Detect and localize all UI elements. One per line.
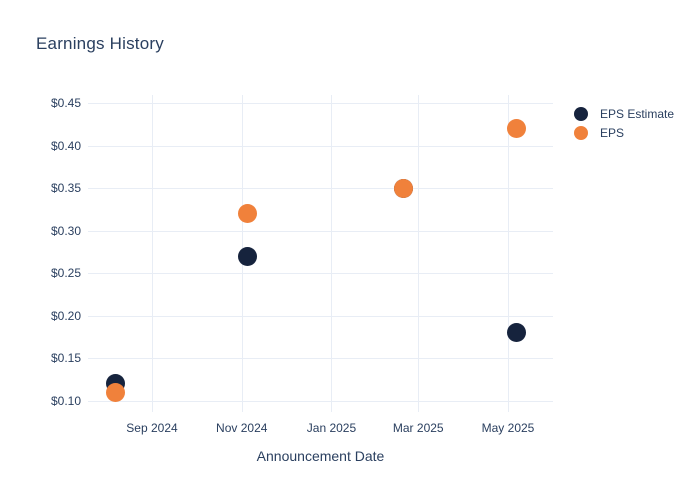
y-tick-label: $0.20 <box>50 308 81 323</box>
y-tick-label: $0.45 <box>50 96 81 110</box>
h-gridline <box>88 358 553 360</box>
h-gridline <box>88 315 553 317</box>
h-gridline <box>88 188 553 190</box>
y-tick-label: $0.40 <box>50 138 81 153</box>
v-gridline <box>152 95 153 412</box>
x-tick-label: Jan 2025 <box>306 421 357 435</box>
y-tick-label: $0.15 <box>50 351 81 366</box>
data-point-eps[interactable] <box>394 178 414 198</box>
h-gridline <box>88 103 553 104</box>
plot-area <box>88 95 553 412</box>
legend: EPS Estimate EPS <box>574 104 674 142</box>
x-axis-title: Announcement Date <box>256 448 385 464</box>
x-tick-label: Nov 2024 <box>216 421 268 435</box>
x-tick-label: Sep 2024 <box>126 421 178 435</box>
data-point-eps[interactable] <box>238 204 258 224</box>
y-tick-label: $0.10 <box>50 394 81 408</box>
chart-title: Earnings History <box>36 34 164 53</box>
data-point-eps[interactable] <box>507 119 527 139</box>
y-tick-label: $0.25 <box>50 266 81 281</box>
data-point-eps-estimate[interactable] <box>238 246 258 266</box>
h-gridline <box>88 230 553 232</box>
data-point-eps[interactable] <box>105 382 125 402</box>
y-tick-label: $0.35 <box>50 181 81 196</box>
legend-item-eps[interactable]: EPS <box>574 123 674 142</box>
v-gridline <box>331 95 333 412</box>
legend-item-label: EPS <box>600 125 625 140</box>
h-gridline <box>88 145 553 147</box>
x-tick-label: May 2025 <box>481 421 535 435</box>
data-point-eps-estimate[interactable] <box>507 323 527 343</box>
h-gridline <box>88 273 553 275</box>
h-gridline <box>88 401 553 402</box>
legend-item-eps-estimate[interactable]: EPS Estimate <box>574 104 674 123</box>
legend-marker-icon <box>574 125 588 140</box>
v-gridline <box>418 95 420 412</box>
legend-item-label: EPS Estimate <box>600 106 675 121</box>
y-tick-label: $0.30 <box>50 223 81 238</box>
legend-marker-icon <box>574 106 588 121</box>
v-gridline <box>508 95 509 412</box>
x-tick-label: Mar 2025 <box>392 421 444 435</box>
